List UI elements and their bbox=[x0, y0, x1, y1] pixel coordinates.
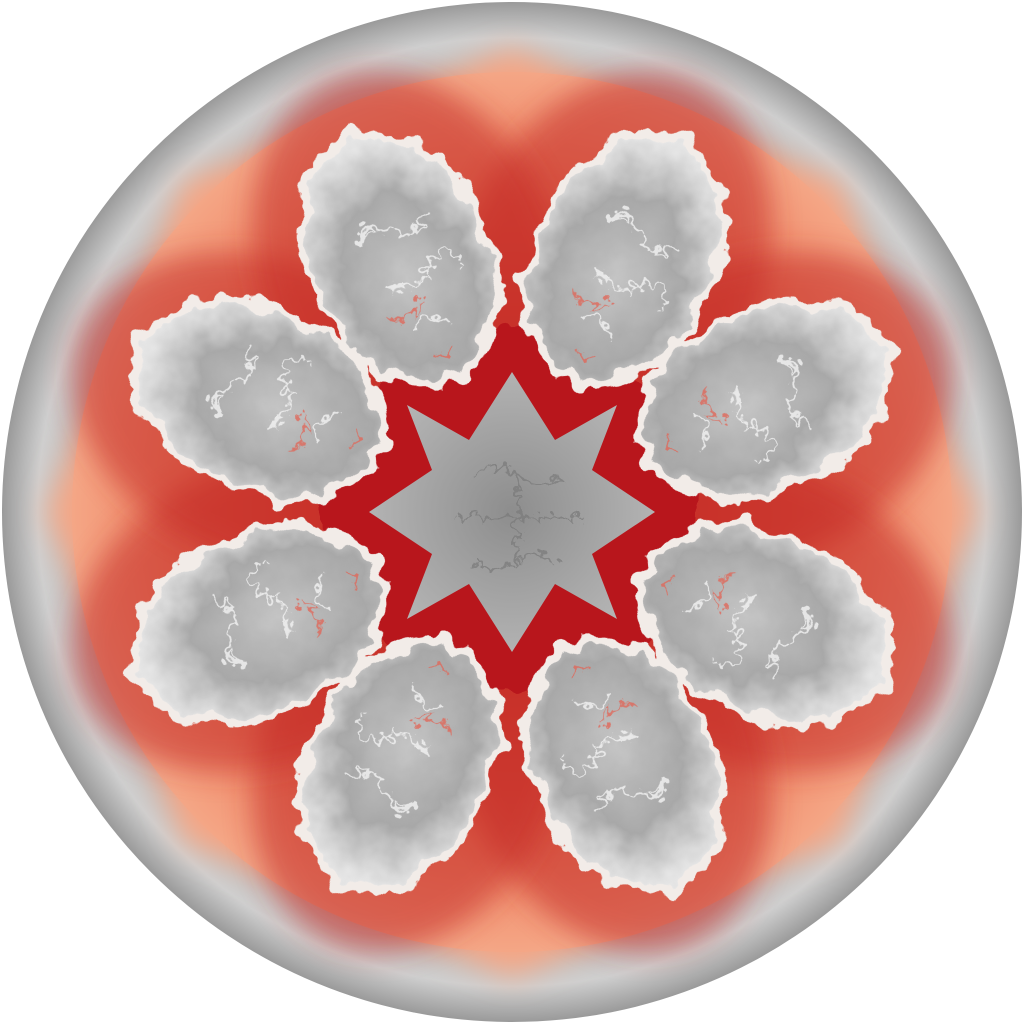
core-swirls bbox=[448, 461, 576, 564]
